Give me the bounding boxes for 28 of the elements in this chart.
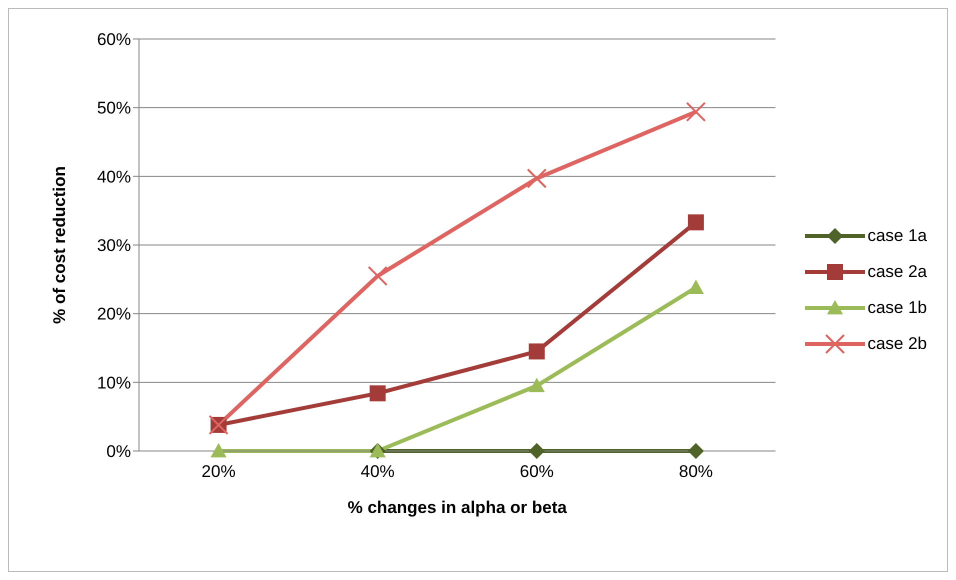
point — [688, 214, 704, 230]
point — [528, 343, 545, 360]
x-tick-label: 60% — [520, 462, 554, 482]
x-tick-label: 20% — [202, 462, 236, 482]
legend-label: case 2b — [867, 334, 927, 354]
y-tick-label: 40% — [96, 167, 131, 186]
legend-label: case 1a — [867, 226, 927, 246]
y-tick-label: 10% — [96, 373, 131, 392]
x-tick-label: 40% — [360, 462, 395, 482]
point — [368, 266, 388, 286]
point — [688, 280, 704, 294]
x-tick-label: 80% — [678, 462, 713, 482]
y-tick-label: 60% — [96, 30, 131, 50]
y-tick-label: 50% — [96, 98, 131, 118]
point — [526, 168, 547, 188]
y-axis-title: % of cost reduction — [50, 166, 70, 324]
y-tick-label: 30% — [96, 236, 131, 256]
point — [528, 443, 545, 459]
point — [210, 443, 227, 458]
point — [528, 378, 545, 392]
y-tick-label: 0% — [106, 442, 131, 462]
y-tick-label: 20% — [96, 304, 131, 324]
legend-label: case 2a — [867, 262, 927, 282]
legend-label: case 1b — [867, 298, 927, 318]
x-axis-title: % changes in alpha or beta — [348, 498, 568, 517]
point — [686, 102, 706, 122]
point — [370, 385, 386, 402]
point — [688, 443, 704, 459]
